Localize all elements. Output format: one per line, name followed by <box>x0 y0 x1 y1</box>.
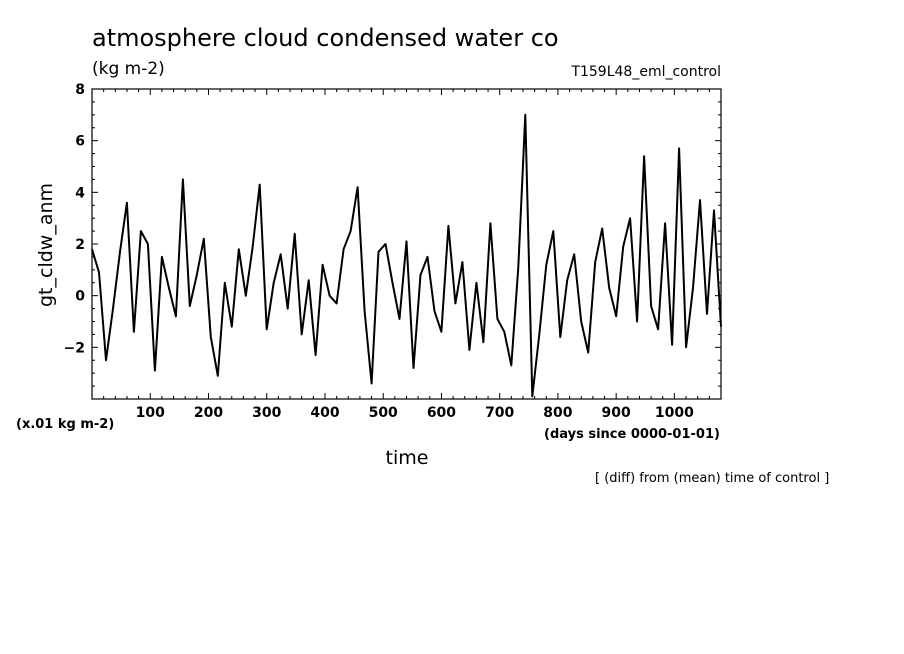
y-tick-label: 2 <box>75 237 85 253</box>
x-tick-label: 900 <box>602 405 631 421</box>
chart-title: atmosphere cloud condensed water co <box>92 24 559 52</box>
x-tick-label: 100 <box>136 405 165 421</box>
run-name: T159L48_eml_control <box>570 64 721 80</box>
x-unit-note: (days since 0000-01-01) <box>544 427 720 442</box>
scale-note: (x.01 kg m-2) <box>16 417 114 432</box>
plot-area: 100 200 300 400 500 600 700 800 900 1000 −2 0 2 4 6 8 <box>64 82 722 421</box>
y-tick-label: 4 <box>75 185 85 201</box>
x-tick-label: 700 <box>485 405 514 421</box>
y-tick-label: 8 <box>75 82 85 98</box>
y-axis-label: gt_cldw_anm <box>35 183 57 307</box>
x-tick-label: 800 <box>543 405 572 421</box>
x-axis-label: time <box>386 447 429 469</box>
chart-units: (kg m-2) <box>92 59 165 79</box>
x-tick-label: 400 <box>310 405 339 421</box>
operation-note: [ (diff) from (mean) time of control ] <box>595 471 829 486</box>
x-tick-label: 500 <box>369 405 398 421</box>
x-tick-label: 200 <box>194 405 223 421</box>
x-tick-label: 600 <box>427 405 456 421</box>
x-tick-label: 300 <box>252 405 281 421</box>
series-line-0 <box>91 113 722 398</box>
y-tick-label: 6 <box>75 134 85 150</box>
x-tick-label: 1000 <box>655 405 694 421</box>
y-tick-label: 0 <box>75 289 85 305</box>
y-tick-label: −2 <box>64 340 85 356</box>
